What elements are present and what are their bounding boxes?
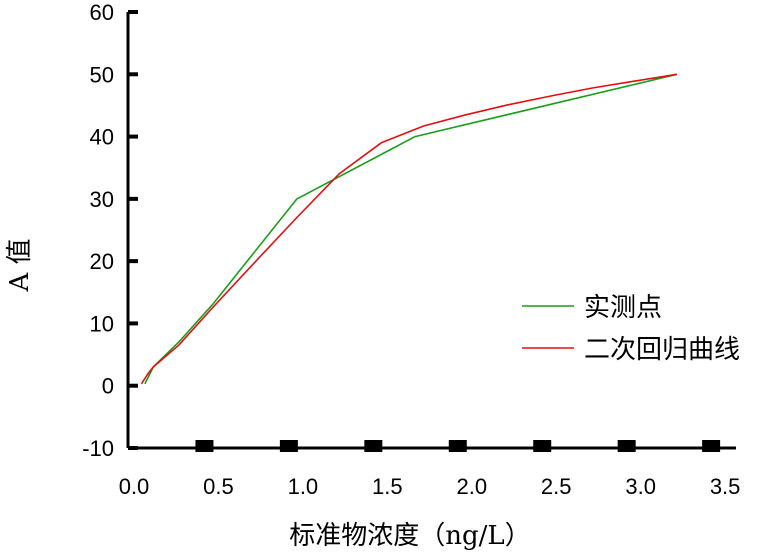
x-tick-label: 1.5	[372, 474, 403, 499]
x-tick-marker	[448, 440, 467, 452]
y-tick-label: 60	[90, 0, 114, 25]
x-tick-marker	[702, 440, 721, 452]
series-line-regression	[140, 73, 678, 385]
x-tick-label: 0.0	[119, 474, 150, 499]
y-tick-label: 30	[90, 187, 114, 212]
x-tick-marker	[617, 440, 636, 452]
y-tick-label: -10	[82, 436, 114, 461]
x-tick-label: 2.5	[541, 474, 572, 499]
x-tick-marker	[533, 440, 552, 452]
legend-label: 实测点	[584, 293, 662, 323]
x-tick-marker	[364, 440, 383, 452]
y-tick-label: 10	[90, 311, 114, 336]
y-tick-label: 40	[90, 125, 114, 150]
x-tick-label: 2.0	[456, 474, 487, 499]
y-tick-label: 20	[90, 249, 114, 274]
x-tick-marker	[195, 440, 214, 452]
x-tick-label: 3.5	[710, 474, 741, 499]
y-axis-title: A 值	[5, 238, 35, 292]
x-tick-label: 3.0	[625, 474, 656, 499]
x-tick-label: 1.0	[288, 474, 319, 499]
series-layer	[140, 73, 678, 385]
x-tick-label: 0.5	[203, 474, 234, 499]
x-axis-title: 标准物浓度（ng/L）	[289, 521, 530, 551]
legend-label: 二次回归曲线	[584, 335, 740, 365]
plot-area: 60 50 40 30 20 10 0 -100.0 0.5 1.0 1.5 2.0 2.5 3.0 3.5	[82, 0, 740, 499]
y-tick-label: 50	[90, 62, 114, 87]
x-tick-marker	[279, 440, 298, 452]
y-tick-label: 0	[102, 374, 114, 399]
